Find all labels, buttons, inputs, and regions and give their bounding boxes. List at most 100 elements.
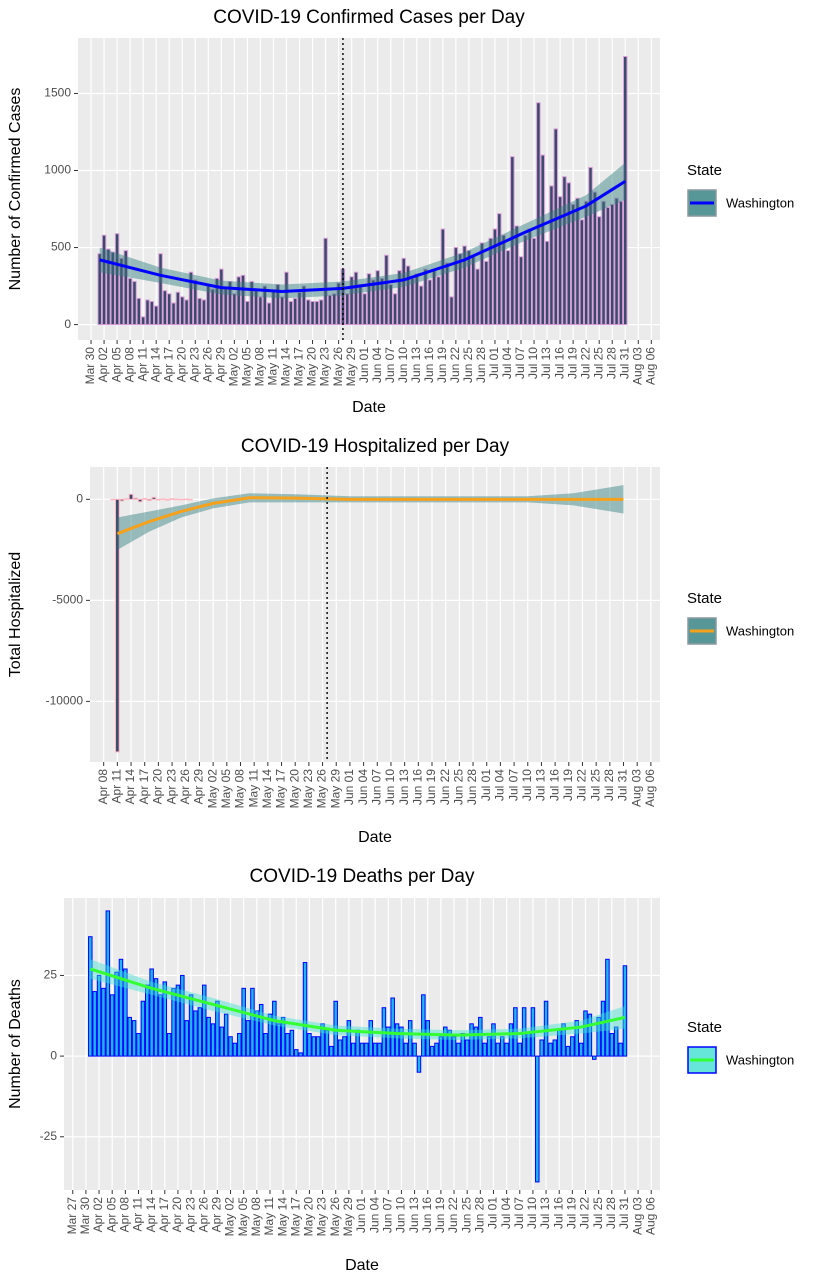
bar — [451, 1036, 457, 1057]
bar — [618, 1042, 623, 1057]
bar — [517, 1042, 523, 1057]
bar — [386, 1026, 391, 1057]
bar — [618, 200, 624, 326]
bar — [346, 1020, 352, 1057]
bar — [123, 968, 128, 1057]
bar — [105, 910, 111, 1057]
x-tick-label: May 29 — [328, 769, 342, 809]
x-axis-label: Date — [352, 399, 386, 416]
y-tick-label: 0 — [76, 492, 83, 506]
x-tick-label: Jun 07 — [383, 347, 397, 383]
bar — [223, 1013, 229, 1057]
bar — [561, 1023, 566, 1057]
x-tick-label: Jul 13 — [534, 769, 548, 801]
bar — [292, 297, 298, 326]
bar — [427, 279, 433, 326]
bar — [531, 237, 537, 326]
x-axis-label: Date — [345, 1257, 379, 1274]
bar — [440, 228, 446, 326]
bar — [359, 1042, 365, 1057]
bar — [350, 1042, 356, 1057]
bar — [171, 987, 176, 1057]
bar — [384, 254, 389, 326]
bar — [609, 1033, 615, 1057]
chart-title: COVID-19 Confirmed Cases per Day — [213, 7, 525, 28]
bar — [562, 176, 567, 326]
x-tick-label: Jun 25 — [461, 347, 475, 383]
x-tick-label: Jun 25 — [452, 769, 466, 805]
x-tick-label: Jun 28 — [472, 1197, 486, 1233]
bar — [297, 291, 302, 326]
x-tick-label: Apr 26 — [196, 1197, 210, 1233]
x-tick-label: Mar 27 — [65, 1197, 79, 1235]
x-tick-label: Aug 03 — [629, 769, 643, 807]
bar — [501, 234, 506, 326]
x-tick-label: Apr 26 — [200, 347, 214, 383]
x-tick-label: May 26 — [315, 769, 329, 809]
x-tick-label: Jul 28 — [602, 769, 616, 801]
bar — [153, 978, 159, 1057]
bar — [410, 277, 415, 326]
x-tick-label: May 05 — [219, 769, 233, 809]
bar — [133, 497, 138, 500]
x-tick-label: May 05 — [236, 1197, 250, 1237]
bar — [267, 1013, 273, 1057]
bar — [324, 1029, 330, 1057]
x-tick-label: Jul 01 — [487, 347, 501, 379]
x-tick-label: Jun 13 — [407, 1197, 421, 1233]
x-tick-label: May 11 — [266, 347, 280, 386]
bar — [609, 203, 615, 326]
x-tick-label: Jul 31 — [616, 769, 630, 801]
legend-label: Washington — [726, 623, 794, 638]
x-tick-label: Apr 08 — [122, 347, 136, 383]
x-tick-label: Apr 26 — [178, 769, 192, 805]
bar — [245, 300, 250, 326]
x-tick-label: Apr 05 — [104, 1197, 118, 1233]
x-tick-label: Jun 22 — [438, 769, 452, 805]
bar — [570, 1036, 575, 1057]
bar — [486, 1036, 492, 1057]
bar — [457, 253, 463, 326]
bar — [397, 270, 402, 326]
bar — [473, 1026, 479, 1057]
x-tick-label: Jun 16 — [420, 1197, 434, 1233]
bar — [169, 498, 175, 500]
bar — [258, 296, 263, 326]
x-tick-label: May 02 — [227, 347, 241, 387]
bar — [372, 1042, 378, 1057]
bar — [375, 270, 380, 326]
legend-label: Washington — [726, 195, 794, 210]
x-tick-label: Jul 28 — [604, 347, 618, 379]
confidence-band — [99, 162, 626, 299]
bar — [314, 300, 320, 326]
x-tick-label: May 29 — [341, 1197, 355, 1237]
bar — [548, 1042, 553, 1057]
bar — [101, 987, 106, 1057]
x-tick-label: Apr 08 — [118, 1197, 132, 1233]
bar — [258, 1003, 264, 1057]
x-axis-label: Date — [358, 829, 392, 846]
x-tick-label: Aug 06 — [643, 769, 657, 807]
bar — [263, 1033, 268, 1057]
x-tick-label: Jul 16 — [547, 769, 561, 801]
bar — [318, 299, 324, 326]
bar — [193, 279, 198, 326]
x-tick-label: Jun 13 — [397, 769, 411, 805]
bar — [188, 994, 194, 1057]
x-tick-label: Jul 19 — [565, 1197, 579, 1229]
bar — [140, 1000, 146, 1057]
x-tick-label: Jun 22 — [446, 1197, 460, 1233]
x-tick-label: Jul 07 — [506, 769, 520, 801]
x-tick-label: May 08 — [233, 769, 247, 809]
y-tick-label: 25 — [44, 968, 58, 982]
x-tick-label: May 17 — [292, 347, 306, 387]
bar — [284, 271, 289, 326]
x-tick-label: Jul 01 — [486, 1197, 500, 1229]
bar — [462, 245, 467, 326]
x-tick-label: Apr 11 — [131, 1197, 145, 1232]
x-tick-label: Jun 28 — [474, 347, 488, 383]
bar — [514, 225, 519, 326]
bar — [508, 1023, 514, 1057]
bar — [136, 1033, 141, 1057]
bar — [249, 280, 254, 326]
